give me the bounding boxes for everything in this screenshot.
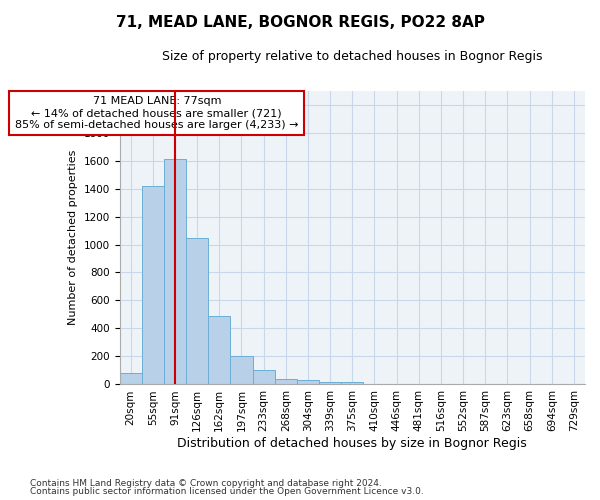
X-axis label: Distribution of detached houses by size in Bognor Regis: Distribution of detached houses by size … bbox=[178, 437, 527, 450]
Text: Contains HM Land Registry data © Crown copyright and database right 2024.: Contains HM Land Registry data © Crown c… bbox=[30, 478, 382, 488]
Bar bbox=[164, 159, 186, 384]
Bar bbox=[275, 379, 297, 384]
Bar bbox=[142, 186, 164, 384]
Bar bbox=[297, 380, 319, 384]
Text: 71, MEAD LANE, BOGNOR REGIS, PO22 8AP: 71, MEAD LANE, BOGNOR REGIS, PO22 8AP bbox=[116, 15, 484, 30]
Bar bbox=[341, 382, 364, 384]
Text: 71 MEAD LANE: 77sqm
← 14% of detached houses are smaller (721)
85% of semi-detac: 71 MEAD LANE: 77sqm ← 14% of detached ho… bbox=[15, 96, 299, 130]
Bar bbox=[319, 382, 341, 384]
Bar bbox=[208, 316, 230, 384]
Y-axis label: Number of detached properties: Number of detached properties bbox=[68, 150, 78, 325]
Bar bbox=[119, 374, 142, 384]
Bar bbox=[230, 356, 253, 384]
Text: Contains public sector information licensed under the Open Government Licence v3: Contains public sector information licen… bbox=[30, 487, 424, 496]
Bar bbox=[186, 238, 208, 384]
Title: Size of property relative to detached houses in Bognor Regis: Size of property relative to detached ho… bbox=[162, 50, 542, 63]
Bar bbox=[253, 370, 275, 384]
